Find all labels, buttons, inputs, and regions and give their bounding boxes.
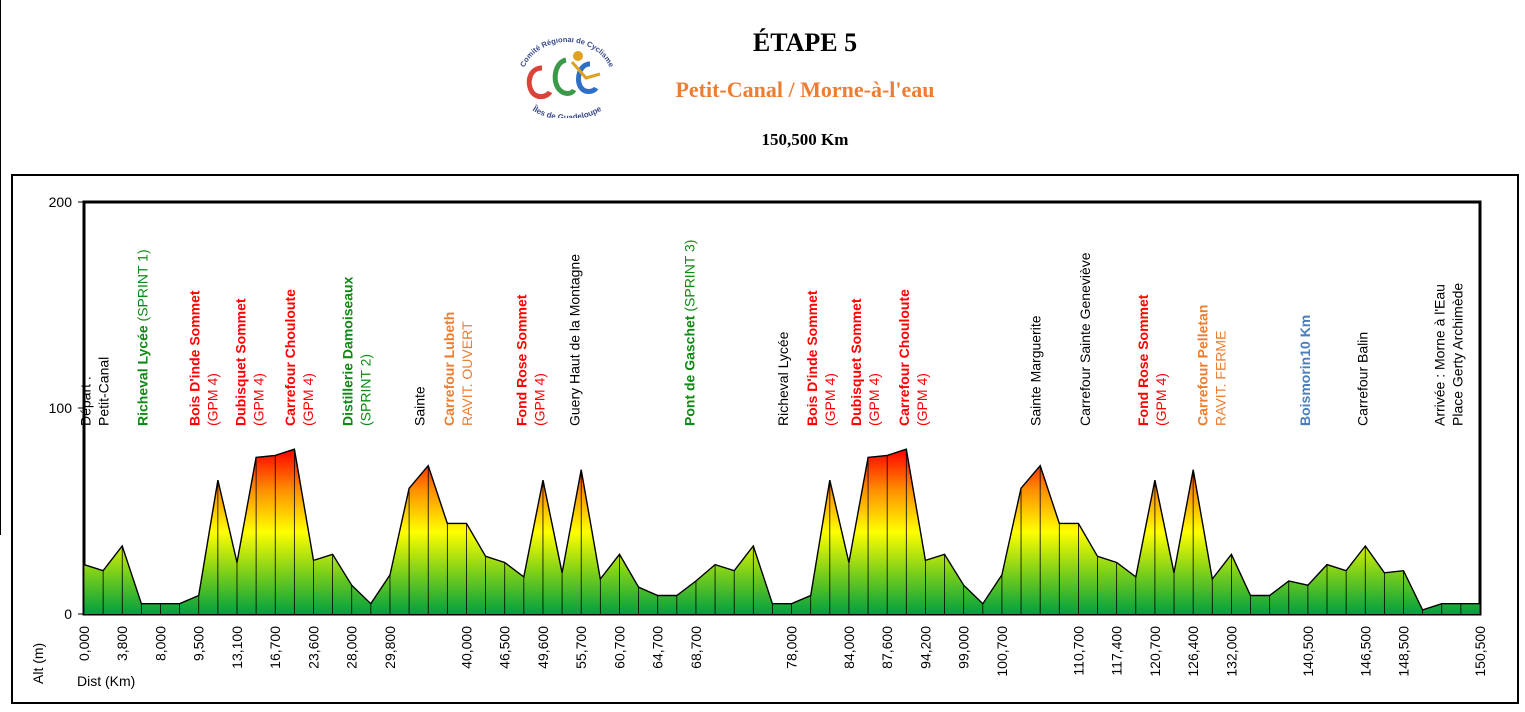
- x-tick-label: 64,700: [650, 626, 666, 669]
- x-tick-label: 13,100: [229, 626, 245, 669]
- y-axis-label: Alt (m): [30, 643, 46, 684]
- x-tick-label: 29,800: [382, 626, 398, 669]
- x-tick-label: 146,500: [1357, 626, 1373, 677]
- waypoint-label: Fond Rose Sommet: [1135, 294, 1151, 426]
- waypoint-label: Richeval Lycée (SPRINT 1): [134, 249, 150, 426]
- waypoint-label: Dubisquet Sommet: [233, 298, 249, 426]
- x-tick-label: 8,000: [153, 626, 169, 661]
- y-tick-label: 100: [49, 400, 73, 416]
- waypoint-label: Petit-Canal: [96, 357, 112, 426]
- federation-logo: Comité Régional de Cyclisme Îles de Guad…: [518, 38, 616, 118]
- x-tick-label: 148,500: [1396, 626, 1412, 677]
- waypoint-label: (GPM 4): [1153, 373, 1169, 426]
- waypoint-label: Boismorin10 Km: [1297, 315, 1313, 426]
- stage-title: ÉTAPE 5: [752, 28, 858, 57]
- waypoint-label: Carrefour Sainte Geneviève: [1077, 252, 1093, 426]
- y-tick-label: 0: [64, 606, 72, 622]
- x-tick-label: 23,600: [306, 626, 322, 669]
- waypoint-label: Place Gerty Archimède: [1450, 283, 1466, 426]
- waypoint-label: Richeval Lycée: [775, 331, 791, 426]
- x-tick-label: 100,700: [994, 626, 1010, 677]
- x-tick-label: 0,000: [76, 626, 92, 661]
- waypoint-label: Bois D'inde Sommet: [804, 290, 820, 426]
- stage-distance: 150,500 Km: [761, 130, 849, 149]
- y-tick-label: 200: [49, 194, 73, 210]
- x-tick-label: 150,500: [1472, 626, 1488, 677]
- waypoint-label: Arrivée : Morne à l'Eau: [1432, 284, 1448, 426]
- waypoint-label: RAVIT. OUVERT: [459, 321, 475, 426]
- waypoint-label: (GPM 4): [822, 373, 838, 426]
- x-tick-label: 78,000: [784, 626, 800, 669]
- waypoint-label: Pont de Gaschet (SPRINT 3): [681, 240, 697, 426]
- waypoint-label: Guery Haut de la Montagne: [567, 254, 583, 426]
- waypoint-label: Carrefour Balin: [1354, 332, 1370, 426]
- x-tick-label: 117,400: [1109, 626, 1125, 676]
- waypoint-label: Carrefour Chouloute: [896, 289, 912, 426]
- waypoint-label: Fond Rose Sommet: [514, 294, 530, 426]
- x-tick-label: 132,000: [1223, 626, 1239, 677]
- waypoint-label: Sainte: [412, 386, 428, 426]
- x-tick-label: 87,600: [879, 626, 895, 669]
- waypoint-label: Sainte Marguerite: [1027, 315, 1043, 426]
- elevation-line: [83, 448, 1480, 611]
- x-tick-label: 126,400: [1185, 626, 1201, 677]
- waypoint-label: RAVIT. FERME: [1212, 331, 1228, 426]
- waypoint-label: Départ :: [78, 376, 94, 426]
- x-tick-label: 99,000: [956, 626, 972, 669]
- x-tick-label: 140,500: [1300, 626, 1316, 677]
- stage-header: Comité Régional de Cyclisme Îles de Guad…: [0, 0, 1525, 170]
- x-tick-label: 94,200: [917, 626, 933, 669]
- waypoint-label: Bois D'inde Sommet: [187, 290, 203, 426]
- stage-route: Petit-Canal / Morne-à-l'eau: [675, 77, 935, 102]
- waypoint-label: (SPRINT 2): [358, 354, 374, 426]
- waypoint-label: Carrefour Lubeth: [441, 312, 457, 426]
- waypoint-label: Carrefour Pelletan: [1194, 305, 1210, 426]
- waypoint-label: Carrefour Chouloute: [282, 289, 298, 426]
- x-tick-label: 16,700: [267, 626, 283, 669]
- x-tick-label: 55,700: [573, 626, 589, 669]
- waypoint-label: Distillerie Damoiseaux: [340, 276, 356, 426]
- waypoint-label: (GPM 4): [251, 373, 267, 426]
- x-tick-label: 110,700: [1070, 626, 1086, 676]
- x-tick-label: 3,800: [114, 626, 130, 661]
- x-tick-label: 9,500: [191, 626, 207, 661]
- x-tick-label: 40,000: [459, 626, 475, 669]
- x-tick-label: 84,000: [841, 626, 857, 669]
- page-edge-line: [0, 0, 1, 535]
- x-tick-label: 68,700: [688, 626, 704, 669]
- x-tick-label: 120,700: [1147, 626, 1163, 677]
- x-tick-label: 46,500: [497, 626, 513, 669]
- x-tick-label: 49,600: [535, 626, 551, 669]
- waypoint-label: Dubisquet Sommet: [848, 298, 864, 426]
- x-tick-label: 28,000: [344, 626, 360, 669]
- x-axis-label: Dist (Km): [77, 673, 135, 689]
- elevation-area: [84, 449, 1480, 614]
- chart-frame: [11, 174, 1519, 704]
- waypoint-label: (GPM 4): [866, 373, 882, 426]
- x-tick-label: 60,700: [612, 626, 628, 669]
- waypoint-label: (GPM 4): [532, 373, 548, 426]
- waypoint-label: (GPM 4): [205, 373, 221, 426]
- waypoint-label: (GPM 4): [914, 373, 930, 426]
- waypoint-label: (GPM 4): [300, 373, 316, 426]
